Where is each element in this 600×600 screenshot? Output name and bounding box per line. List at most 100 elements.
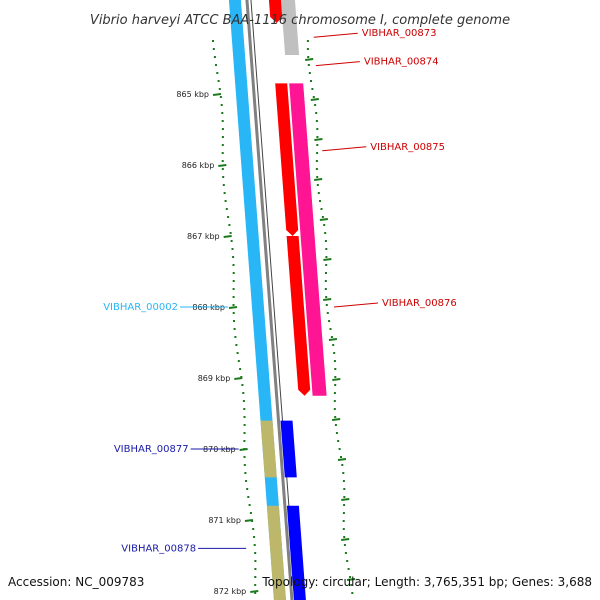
gc-skew-dot-right — [333, 408, 336, 410]
ruler-tick — [244, 519, 254, 522]
gc-skew-dot-left — [239, 368, 242, 370]
gc-skew-dot-left — [221, 160, 224, 162]
gc-skew-dot-left — [217, 80, 220, 82]
gc-skew-dot-left — [232, 272, 235, 274]
gc-skew-dot-right — [334, 384, 337, 386]
gene-label-leader — [322, 146, 367, 152]
gc-skew-dot-right — [349, 576, 352, 578]
gene-label-vibhar-00002[interactable]: VIBHAR_00002 — [103, 302, 178, 313]
gc-skew-dot-right — [312, 96, 315, 98]
gc-skew-dot-left — [244, 472, 247, 474]
pseudo-feature-0[interactable] — [280, 0, 300, 55]
ruler-tick — [234, 377, 243, 380]
gc-skew-dot-left — [233, 320, 235, 322]
gene-label-vibhar-00875[interactable]: VIBHAR_00875 — [370, 142, 445, 153]
gene-label-vibhar-00877[interactable]: VIBHAR_00877 — [114, 444, 189, 455]
gc-skew-dot-right — [316, 184, 319, 186]
gc-skew-dot-left — [243, 432, 246, 434]
gc-skew-dot-right — [347, 568, 350, 570]
forward-gene-0[interactable] — [268, 0, 283, 23]
gc-skew-dot-left — [212, 40, 214, 42]
gc-skew-dot-left — [254, 584, 257, 586]
reverse-cds-1[interactable] — [266, 505, 286, 600]
forward-gene-2[interactable] — [286, 236, 311, 396]
forward-cds-0[interactable] — [289, 83, 315, 237]
gc-skew-dash-right — [314, 178, 323, 181]
gc-skew-dot-left — [222, 184, 225, 186]
gc-skew-dot-left — [216, 72, 219, 74]
gene-label-vibhar-00876[interactable]: VIBHAR_00876 — [382, 298, 457, 309]
gc-skew-dash-right — [328, 338, 338, 341]
gc-skew-dot-left — [254, 592, 257, 594]
gc-skew-dot-left — [242, 392, 245, 394]
gene-label-vibhar-00878[interactable]: VIBHAR_00878 — [121, 543, 196, 554]
reverse-cds-0[interactable] — [260, 420, 277, 478]
gc-skew-dash-right — [323, 298, 332, 301]
gc-skew-dot-right — [323, 224, 326, 226]
gc-skew-dot-left — [254, 560, 257, 562]
gc-skew-dot-left — [230, 240, 233, 242]
gc-skew-dot-right — [329, 328, 332, 330]
gc-skew-dot-left — [248, 504, 251, 506]
gc-skew-dot-left — [219, 96, 222, 98]
gc-skew-track — [212, 40, 356, 594]
gc-skew-dot-right — [319, 200, 321, 202]
gc-skew-dot-left — [235, 344, 238, 346]
gc-skew-dot-right — [343, 504, 346, 506]
gc-skew-dot-right — [314, 104, 317, 106]
gc-skew-dot-left — [225, 208, 228, 210]
gc-skew-dot-right — [320, 208, 323, 210]
ruler-tick-label: 867 kbp — [187, 232, 220, 241]
accession-text: Accession: NC_009783 — [8, 575, 144, 589]
gc-skew-dot-right — [326, 312, 329, 314]
forward-gene-1[interactable] — [275, 83, 299, 237]
gc-skew-dot-right — [315, 160, 318, 162]
ruler-tick — [228, 306, 238, 309]
gc-skew-dot-left — [221, 168, 224, 170]
gc-skew-dot-right — [307, 56, 310, 58]
gene-label-vibhar-00873[interactable]: VIBHAR_00873 — [362, 28, 437, 39]
gc-skew-dot-left — [212, 48, 215, 50]
gc-skew-dot-right — [342, 520, 345, 522]
gc-skew-dot-right — [333, 360, 336, 362]
gc-skew-dot-right — [333, 392, 336, 394]
gc-skew-dot-right — [338, 448, 341, 450]
ruler-tick — [223, 235, 232, 238]
gene-label-leader — [333, 302, 379, 308]
gc-skew-dot-left — [221, 128, 224, 130]
forward-cds-1[interactable] — [300, 236, 327, 396]
gc-skew-dot-right — [310, 80, 312, 82]
gc-skew-dot-right — [344, 552, 347, 554]
ruler-tick — [218, 164, 227, 167]
gc-skew-dot-left — [221, 120, 224, 122]
gc-skew-dot-left — [243, 464, 246, 466]
gc-skew-dash-right — [319, 218, 329, 221]
gc-skew-dot-right — [342, 528, 345, 530]
gc-skew-dot-left — [240, 376, 243, 378]
gc-skew-dot-right — [308, 72, 311, 74]
gc-skew-dash-right — [341, 498, 350, 501]
gc-skew-dot-right — [334, 424, 337, 426]
gc-skew-dot-left — [222, 176, 225, 178]
gene-label-vibhar-00874[interactable]: VIBHAR_00874 — [364, 57, 439, 68]
gc-skew-dash-right — [337, 458, 347, 461]
gc-skew-dot-right — [315, 168, 318, 170]
gc-skew-dot-left — [243, 408, 246, 410]
reverse-gene-1[interactable] — [286, 505, 306, 600]
gc-skew-dot-left — [223, 192, 226, 194]
gc-skew-dash-right — [346, 578, 356, 581]
gc-skew-dot-right — [335, 432, 338, 434]
gc-skew-dot-right — [343, 536, 346, 538]
gc-skew-dash-right — [341, 538, 350, 541]
gc-skew-dot-left — [247, 496, 250, 498]
gc-skew-dot-right — [346, 560, 349, 562]
gc-skew-dot-right — [340, 456, 342, 458]
ruler-tick — [239, 448, 248, 451]
reverse-gene-0[interactable] — [280, 420, 297, 478]
map-title: Vibrio harveyi ATCC BAA-1116 chromosome … — [90, 13, 510, 28]
gc-skew-dot-left — [236, 352, 239, 354]
gc-skew-dot-left — [243, 416, 246, 418]
gc-skew-dot-left — [233, 328, 236, 330]
